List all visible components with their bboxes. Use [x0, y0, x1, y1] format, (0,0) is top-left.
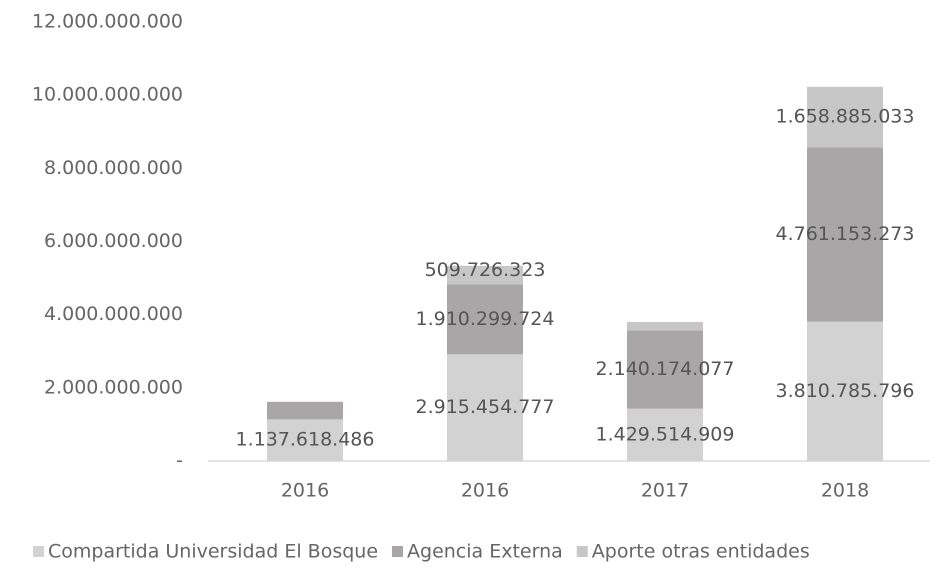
bar-segment: [807, 321, 883, 461]
bar-segment: [267, 401, 343, 420]
data-label: 1.137.618.486: [235, 429, 374, 451]
data-label: 2.915.454.777: [415, 396, 554, 418]
data-label: 2.140.174.077: [595, 358, 734, 380]
bar-segment: [267, 419, 343, 461]
bar-segment: [807, 147, 883, 322]
y-tick-label: 12.000.000.000: [32, 11, 183, 33]
x-tick-label: 2016: [461, 480, 509, 502]
y-tick-label: 8.000.000.000: [44, 157, 183, 179]
x-tick-label: 2018: [821, 480, 869, 502]
bar-segment: [447, 284, 523, 355]
data-label: 1.429.514.909: [595, 423, 734, 445]
x-tick-label: 2017: [641, 480, 689, 502]
legend-swatch: [576, 546, 588, 557]
data-label: 1.658.885.033: [775, 106, 914, 128]
legend-swatch: [33, 546, 44, 557]
data-label: 3.810.785.796: [775, 380, 914, 402]
bar-segment: [447, 265, 523, 285]
y-tick-label: 4.000.000.000: [44, 303, 183, 325]
bar-segment: [807, 86, 883, 148]
y-tick-label: -: [176, 450, 183, 472]
y-tick-label: 6.000.000.000: [44, 230, 183, 252]
x-tick-label: 2016: [281, 480, 329, 502]
y-tick-label: 2.000.000.000: [44, 376, 183, 398]
bar-segment: [447, 354, 523, 461]
y-tick-label: 10.000.000.000: [32, 84, 183, 106]
legend-label: Aporte otras entidades: [592, 541, 810, 563]
legend-label: Agencia Externa: [407, 541, 563, 563]
data-label: 509.726.323: [425, 259, 546, 281]
bar-segment: [627, 321, 703, 331]
bar-segment: [627, 330, 703, 409]
data-label: 1.910.299.724: [415, 308, 554, 330]
data-label: 4.761.153.273: [775, 223, 914, 245]
bar-segment: [627, 408, 703, 461]
legend-label: Compartida Universidad El Bosque: [48, 541, 378, 563]
legend-swatch: [392, 546, 404, 557]
